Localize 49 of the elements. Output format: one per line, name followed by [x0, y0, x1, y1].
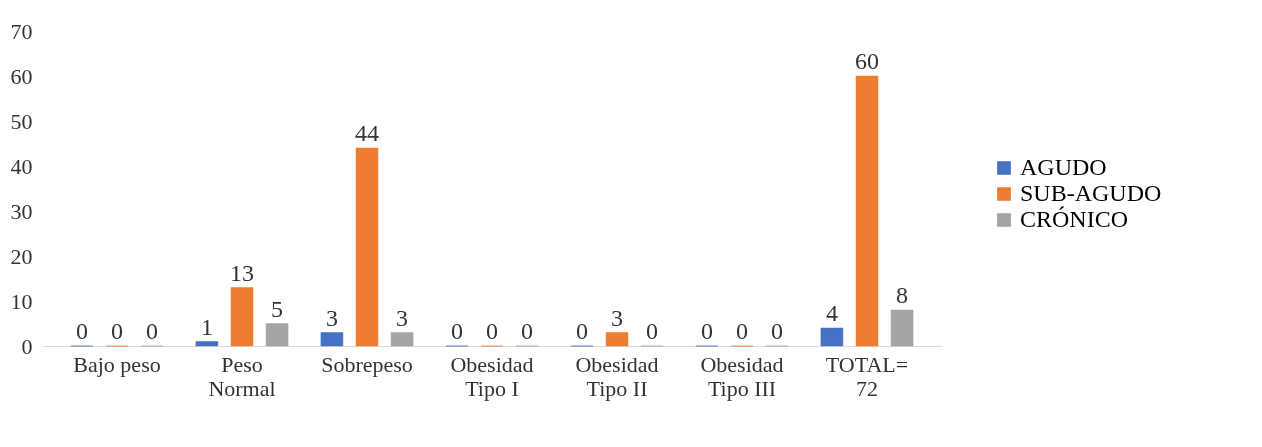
data-label: 3: [325, 304, 338, 331]
data-label: 4: [825, 300, 838, 326]
data-label: 13: [230, 259, 254, 286]
legend-label: CRÓNICO: [1020, 206, 1129, 232]
y-tick-label: 0: [21, 333, 33, 359]
bar: [265, 323, 289, 347]
data-label: 1: [200, 313, 213, 340]
data-label: 0: [771, 318, 784, 344]
y-tick-label: 60: [10, 63, 33, 89]
bar: [390, 332, 414, 347]
x-tick-label: Obesidad Tipo II: [575, 351, 659, 401]
data-label: 0: [521, 318, 534, 344]
x-tick-label: Obesidad Tipo I: [450, 351, 534, 401]
data-label: 0: [486, 318, 498, 344]
bar: [890, 309, 914, 347]
data-label: 0: [575, 318, 588, 344]
bar: [820, 327, 844, 347]
data-label: 3: [396, 304, 409, 331]
data-label: 0: [146, 318, 159, 344]
y-tick-label: 10: [10, 288, 33, 314]
data-label: 44: [355, 120, 379, 146]
data-label: 60: [855, 48, 879, 74]
y-tick-label: 50: [10, 108, 33, 134]
y-tick-label: 30: [10, 198, 33, 224]
x-tick-label: TOTAL= 72: [825, 351, 909, 401]
y-tick-label: 20: [10, 243, 33, 269]
y-tick-label: 70: [10, 18, 33, 44]
bar: [355, 147, 379, 347]
data-label: 3: [611, 304, 623, 331]
data-label: 0: [111, 318, 123, 344]
data-label: 0: [75, 318, 88, 344]
data-label: 0: [700, 318, 713, 344]
data-label: 8: [896, 282, 909, 308]
y-tick-label: 40: [10, 153, 33, 179]
data-label: 0: [450, 318, 463, 344]
legend-label: SUB-AGUDO: [1020, 180, 1162, 206]
bar: [230, 287, 254, 347]
x-tick-label: Peso Normal: [208, 351, 276, 401]
bar: [195, 341, 219, 347]
bar: [855, 75, 879, 347]
x-tick-label: Sobrepeso: [321, 351, 413, 377]
legend-label: AGUDO: [1020, 154, 1107, 180]
bar: [320, 332, 344, 347]
data-label: 5: [271, 295, 284, 322]
x-tick-label: Obesidad Tipo III: [700, 351, 784, 401]
x-tick-label: Bajo peso: [73, 351, 161, 377]
data-label: 0: [646, 318, 659, 344]
data-label: 0: [736, 318, 748, 344]
bar: [605, 332, 629, 347]
